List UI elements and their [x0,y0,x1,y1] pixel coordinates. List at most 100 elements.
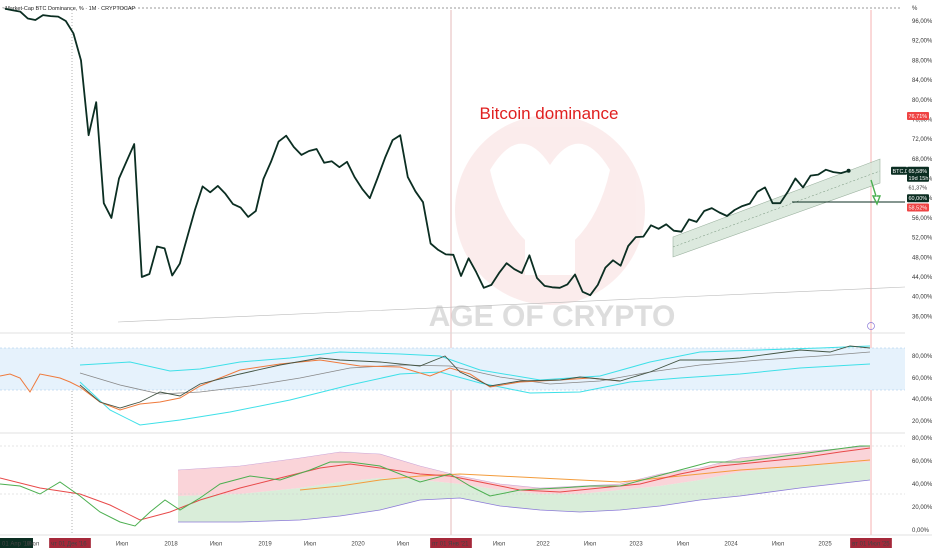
last-price-point [846,168,851,173]
percent-unit-label: % [912,6,918,12]
x-tick: 2024 [724,542,738,548]
y-tick-label: 84,00% [912,78,932,84]
x-tick-label: Июл [493,542,506,548]
y-tick-label: 76,00% [912,117,932,123]
y-tick-label: 56,00% [912,216,932,222]
osc-orange-line [299,459,871,491]
btc-dominance-line [4,7,849,297]
price-badge-label: 76,71% [909,114,928,120]
x-tick-label: Июл [677,542,690,548]
osc-tick-60: 60,00% [912,459,932,465]
x-tick: вт 01 Июл '25 [850,538,892,548]
price-badge-label: 65,58% [909,169,928,175]
x-tick-label: Июл [772,542,785,548]
oscillator-pane: 80,00% 60,00% 40,00% 20,00% 0,00% [0,436,932,534]
rsi-pane: 80,00% 60,00% 40,00% 20,00% [0,345,932,426]
osc-red-fill [178,446,870,496]
x-tick-label: 01 Апр '16 [2,542,31,548]
x-tick: Июл [397,542,410,548]
x-tick-label: 2018 [164,542,178,548]
x-tick-label: 2024 [724,542,738,548]
x-tick-label: 2022 [536,542,550,548]
y-tick-label: 88,00% [912,58,932,64]
x-tick: Июл [772,542,785,548]
watermark-text: AGE OF CRYPTO [429,300,676,333]
y-tick-label: 52,00% [912,236,932,242]
price-badge-label: 58,52% [909,206,928,212]
rsi-basis [79,351,871,395]
osc-green-fill [178,462,870,522]
osc-purple-line [178,479,871,523]
osc-red-line [0,447,871,521]
osc-tick-80: 80,00% [912,436,932,442]
bitcoin-dominance-label: Bitcoin dominance [480,104,619,123]
price-badge-label: 61,37% [909,185,928,191]
x-tick: Июл [27,542,40,548]
price-badge: 58,52% [907,203,929,212]
rsi-tick-80: 80,00% [912,354,932,360]
long-trendline [117,286,906,323]
osc-tick-20: 20,00% [912,505,932,511]
y-tick-label: 92,00% [912,39,932,45]
x-tick: Июл [584,542,597,548]
x-tick-label: 2025 [818,542,832,548]
osc-tick-40: 40,00% [912,482,932,488]
x-tick-label: 2023 [629,542,643,548]
chart-title: ~Market-Cap BTC Dominance, % · 1M · CRYP… [2,6,136,12]
rsi-line-dark [79,345,871,409]
x-tick: Июл [304,542,317,548]
x-tick-label: чт 01 Дек '16 [51,542,87,548]
x-tick: Июл [493,542,506,548]
y-tick-label: 36,00% [912,314,932,320]
x-tick: 2023 [629,542,643,548]
x-tick-label: 2019 [258,542,272,548]
rsi-tick-40: 40,00% [912,397,932,403]
x-tick-label: 2020 [351,542,365,548]
rsi-tick-60: 60,00% [912,376,932,382]
y-tick-label: 40,00% [912,295,932,301]
x-tick: чт 01 Дек '16 [49,538,91,548]
x-tick: Июл [210,542,223,548]
channel-mid-line [672,170,881,248]
osc-green-line [0,445,870,527]
x-tick-label: Июл [116,542,129,548]
y-tick-label: 48,00% [912,255,932,261]
y-tick-label: 68,00% [912,157,932,163]
price-badge: 60,00% [907,194,929,203]
price-badge-label: 19d 15h [909,176,929,182]
y-tick-label: 80,00% [912,98,932,104]
y-tick-label: 96,00% [912,19,932,25]
y-tick-label: 44,00% [912,275,932,281]
rsi-line-orange [0,359,621,411]
x-tick: пт 01 Янв '21 [430,538,472,548]
osc-tick-0: 0,00% [912,528,930,534]
event-marker[interactable] [867,322,875,330]
y-tick-label: 72,00% [912,137,932,143]
x-tick-label: пт 01 Янв '21 [432,542,469,548]
price-badge: 76,71% [907,111,929,120]
x-tick: Июл [116,542,129,548]
ascending-channel [672,158,881,258]
price-badge-label: BTC.D [893,169,910,175]
x-tick-label: вт 01 Июл '25 [852,542,890,548]
price-badge: 65,58% [907,166,929,175]
osc-purple-upper [177,445,871,489]
rsi-upper-band [79,345,871,381]
price-badge: 19d 15h [907,173,929,182]
price-badge-label: 60,00% [909,196,928,202]
price-badges: 76,71% BTC.D 65,58%19d 15h 61,37% 60,00% 58,5… [891,111,929,212]
x-tick: 01 Апр '16 [0,538,33,548]
x-tick-label: Июл [27,542,40,548]
x-tick: Июл [677,542,690,548]
rsi-tick-20: 20,00% [912,419,932,425]
x-tick: 2025 [818,542,832,548]
x-tick: 2018 [164,542,178,548]
x-tick: 2022 [536,542,550,548]
down-arrow [870,179,882,206]
price-badge: 61,37% [907,183,929,192]
x-tick-label: Июл [210,542,223,548]
y-axis: 96,00% 92,00% 88,00% 84,00% 80,00% 76,00% 72,0… [912,19,932,320]
x-tick: 2019 [258,542,272,548]
